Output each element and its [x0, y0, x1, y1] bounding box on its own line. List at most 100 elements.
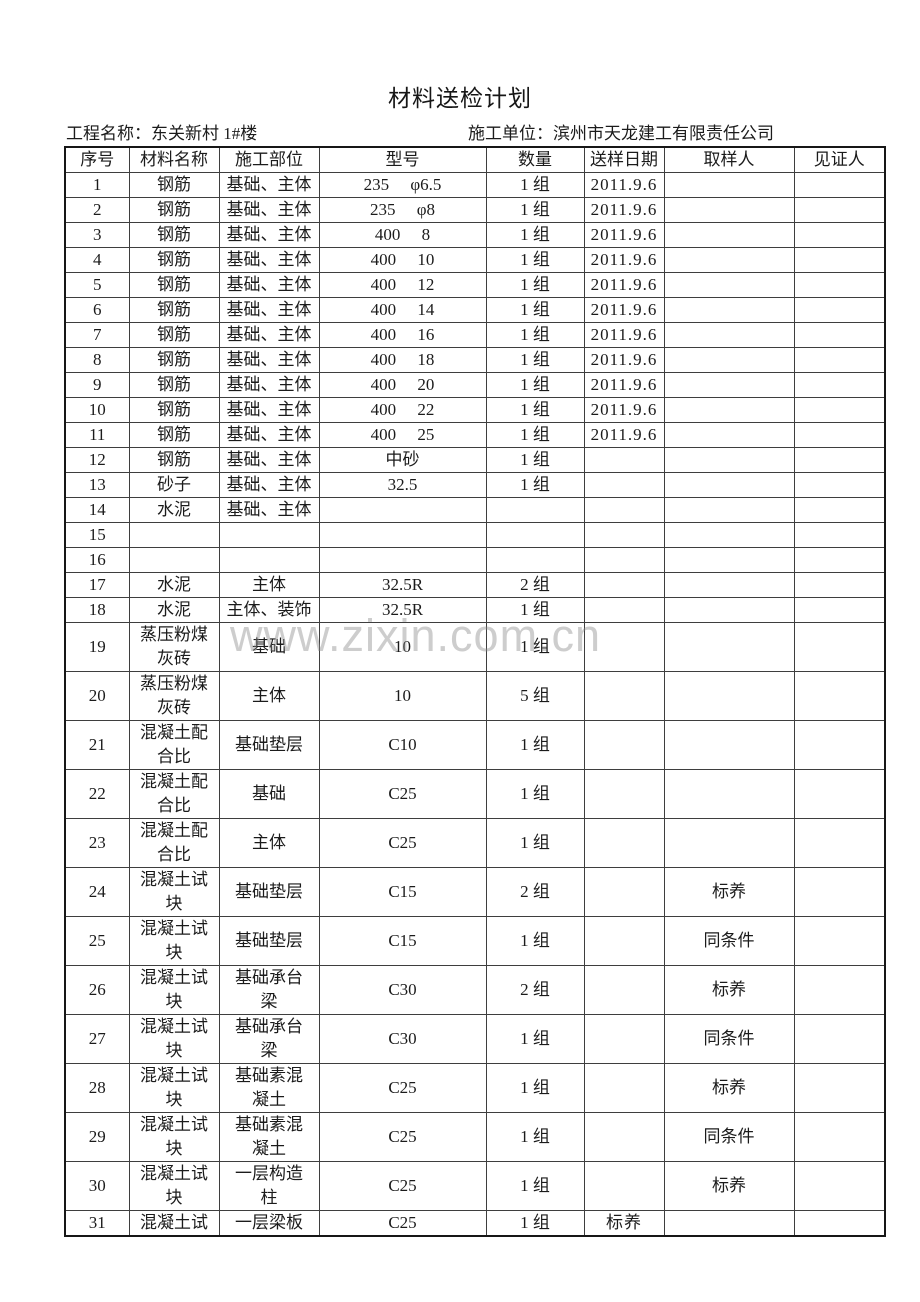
cell-sample-date: [583, 597, 665, 623]
cell-material: 混凝土试 块: [128, 1112, 220, 1162]
cell-model: 400 25: [318, 422, 487, 448]
cell-sampler: [663, 272, 795, 298]
cell-quantity: 1 组: [485, 397, 585, 423]
cell-quantity: 1 组: [485, 720, 585, 770]
table-row: 4 钢筋 基础、主体 400 10 1 组 2011.9.6: [64, 247, 886, 273]
cell-model: C30: [318, 965, 487, 1015]
cell-sample-date: 2011.9.6: [583, 247, 665, 273]
table-row: 5 钢筋 基础、主体 400 12 1 组 2011.9.6: [64, 272, 886, 298]
cell-sample-date: [583, 769, 665, 819]
cell-sample-date: [583, 867, 665, 917]
cell-serial-no: 4: [64, 247, 130, 273]
table-row: 10 钢筋 基础、主体 400 22 1 组 2011.9.6: [64, 397, 886, 423]
cell-serial-no: 15: [64, 522, 130, 548]
table-row: 30 混凝土试 块 一层构造 柱 C25 1 组 标养: [64, 1161, 886, 1211]
cell-model: 235 φ6.5: [318, 172, 487, 198]
cell-quantity: 1 组: [485, 447, 585, 473]
cell-material: 水泥: [128, 597, 220, 623]
cell-part: [218, 547, 320, 573]
cell-quantity: 1 组: [485, 422, 585, 448]
cell-model: 10: [318, 671, 487, 721]
cell-part: 基础、主体: [218, 197, 320, 223]
cell-sampler: [663, 547, 795, 573]
cell-quantity: 1 组: [485, 818, 585, 868]
cell-part: 基础承台 梁: [218, 1014, 320, 1064]
cell-model: 32.5: [318, 472, 487, 498]
cell-part: 基础素混 凝土: [218, 1112, 320, 1162]
cell-model: C10: [318, 720, 487, 770]
cell-sample-date: 2011.9.6: [583, 272, 665, 298]
cell-material: 钢筋: [128, 447, 220, 473]
cell-sampler: [663, 597, 795, 623]
col-header-material: 材料名称: [128, 146, 220, 173]
project-name-pair: 工程名称：东关新村 1#楼: [66, 119, 257, 144]
cell-material: 钢筋: [128, 197, 220, 223]
cell-witness: [793, 547, 886, 573]
cell-serial-no: 13: [64, 472, 130, 498]
cell-model: C25: [318, 1112, 487, 1162]
cell-model: 400 14: [318, 297, 487, 323]
cell-sample-date: [583, 447, 665, 473]
col-header-qty: 数量: [485, 146, 585, 173]
cell-part: 基础、主体: [218, 322, 320, 348]
table-row: 26 混凝土试 块 基础承台 梁 C30 2 组 标养: [64, 965, 886, 1015]
table-row: 25 混凝土试 块 基础垫层 C15 1 组 同条件: [64, 916, 886, 966]
cell-part: 主体: [218, 572, 320, 598]
cell-material: 混凝土配 合比: [128, 720, 220, 770]
cell-sample-date: [583, 1112, 665, 1162]
cell-quantity: 1 组: [485, 197, 585, 223]
cell-material: 钢筋: [128, 347, 220, 373]
cell-witness: [793, 769, 886, 819]
cell-sample-date: 2011.9.6: [583, 172, 665, 198]
cell-quantity: 1 组: [485, 247, 585, 273]
cell-material: 混凝土试 块: [128, 867, 220, 917]
cell-witness: [793, 347, 886, 373]
cell-model: 中砂: [318, 447, 487, 473]
cell-quantity: 2 组: [485, 572, 585, 598]
cell-part: 基础、主体: [218, 272, 320, 298]
cell-sampler: [663, 472, 795, 498]
table-row: 28 混凝土试 块 基础素混 凝土 C25 1 组 标养: [64, 1063, 886, 1113]
contractor-label: 施工单位：: [468, 124, 553, 143]
cell-model: 32.5R: [318, 572, 487, 598]
cell-material: 水泥: [128, 572, 220, 598]
cell-sampler: 标养: [663, 1063, 795, 1113]
cell-material: 混凝土试: [128, 1210, 220, 1237]
table-row: 29 混凝土试 块 基础素混 凝土 C25 1 组 同条件: [64, 1112, 886, 1162]
cell-witness: [793, 965, 886, 1015]
cell-sampler: [663, 671, 795, 721]
table-row: 2 钢筋 基础、主体 235 φ8 1 组 2011.9.6: [64, 197, 886, 223]
cell-witness: [793, 172, 886, 198]
cell-part: 基础素混 凝土: [218, 1063, 320, 1113]
cell-serial-no: 8: [64, 347, 130, 373]
cell-witness: [793, 247, 886, 273]
cell-material: 钢筋: [128, 172, 220, 198]
table-row: 24 混凝土试 块 基础垫层 C15 2 组 标养: [64, 867, 886, 917]
cell-witness: [793, 272, 886, 298]
table-row: 20 蒸压粉煤 灰砖 主体 10 5 组: [64, 671, 886, 721]
table-row: 13 砂子 基础、主体 32.5 1 组: [64, 472, 886, 498]
cell-serial-no: 25: [64, 916, 130, 966]
cell-part: 一层构造 柱: [218, 1161, 320, 1211]
cell-part: 基础垫层: [218, 720, 320, 770]
cell-quantity: 1 组: [485, 297, 585, 323]
cell-witness: [793, 1210, 886, 1237]
cell-part: 基础、主体: [218, 222, 320, 248]
cell-quantity: 1 组: [485, 372, 585, 398]
cell-serial-no: 9: [64, 372, 130, 398]
cell-serial-no: 6: [64, 297, 130, 323]
cell-sampler: [663, 447, 795, 473]
col-header-sampler: 取样人: [663, 146, 795, 173]
cell-part: 主体: [218, 671, 320, 721]
cell-sampler: [663, 172, 795, 198]
cell-sampler: [663, 297, 795, 323]
cell-witness: [793, 197, 886, 223]
table-row: 6 钢筋 基础、主体 400 14 1 组 2011.9.6: [64, 297, 886, 323]
cell-sample-date: [583, 916, 665, 966]
cell-quantity: 1 组: [485, 322, 585, 348]
cell-model: C25: [318, 769, 487, 819]
cell-model: 32.5R: [318, 597, 487, 623]
project-name-label: 工程名称：: [66, 124, 151, 143]
cell-quantity: 1 组: [485, 1063, 585, 1113]
table-row: 31 混凝土试 一层梁板 C25 1 组 标养: [64, 1210, 886, 1237]
